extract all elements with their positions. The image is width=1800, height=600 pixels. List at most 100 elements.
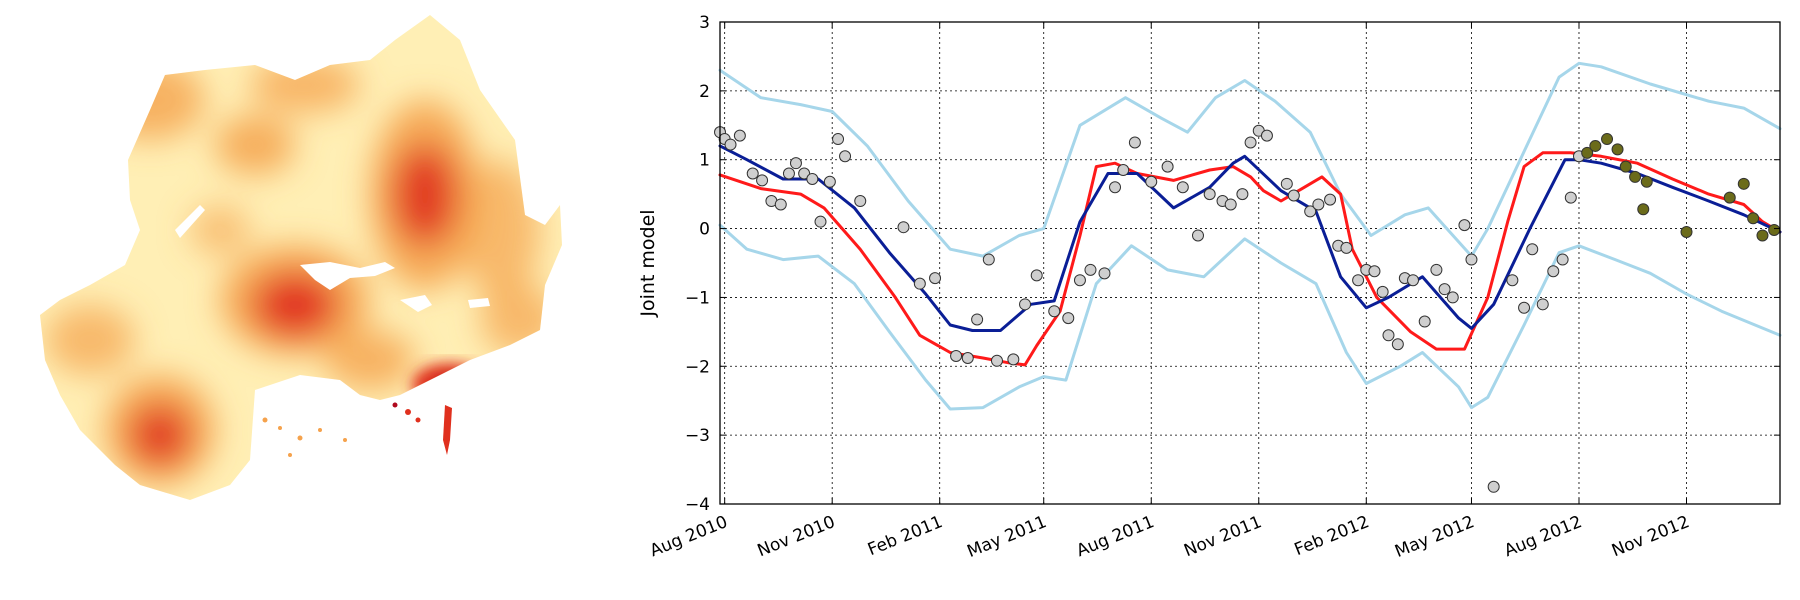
map-hotspot <box>480 285 560 355</box>
observation-point <box>1564 191 1577 204</box>
map-hotspot <box>215 115 295 175</box>
observation-point <box>806 172 819 185</box>
observation-point <box>1236 188 1249 201</box>
new-observations <box>1581 133 1781 242</box>
observation-point <box>789 157 802 170</box>
y-tick-label: −3 <box>685 426 710 446</box>
observation-point <box>1547 265 1560 278</box>
x-tick-label: Aug 2011 <box>1074 512 1157 561</box>
x-tick-label: Aug 2010 <box>647 512 730 561</box>
observation-point <box>1176 181 1189 194</box>
observation-point <box>1382 329 1395 342</box>
observation-point <box>990 354 1003 367</box>
observation-point <box>1446 291 1459 304</box>
x-tick-label: Nov 2011 <box>1181 512 1264 561</box>
new-observation-point <box>1619 160 1632 173</box>
y-tick-label: 3 <box>699 13 710 33</box>
new-observation-point <box>1747 212 1760 225</box>
observation-point <box>1019 298 1032 311</box>
observation-point <box>1109 181 1122 194</box>
model-lines <box>718 144 1782 367</box>
observation-point <box>1203 188 1216 201</box>
y-axis: 3 2 1 0 −1 −2 −3 −4 <box>685 13 1780 515</box>
observation-point <box>1128 136 1141 149</box>
map-hotspot <box>190 205 250 255</box>
observation-point <box>1391 338 1404 351</box>
map-hotspot <box>393 145 457 245</box>
new-observation-point <box>1768 223 1781 236</box>
observation-point <box>1340 241 1353 254</box>
observation-point <box>1145 175 1158 188</box>
plot-frame <box>719 21 1781 505</box>
observation-point <box>733 129 746 142</box>
map-lake <box>255 385 305 402</box>
observation-point <box>1304 205 1317 218</box>
observation-point <box>1084 263 1097 276</box>
credible-band <box>718 61 1782 411</box>
map-hotspot <box>253 273 337 337</box>
observation-point <box>1526 243 1539 256</box>
observation-point <box>1458 219 1471 232</box>
new-observation-point <box>1601 133 1614 146</box>
y-tick-label: −4 <box>685 495 710 515</box>
new-observation-point <box>1640 175 1653 188</box>
y-tick-label: 1 <box>699 151 710 171</box>
observation-point <box>1430 263 1443 276</box>
new-observation-point <box>1629 170 1642 183</box>
x-tick-label: May 2012 <box>1392 512 1477 562</box>
y-tick-label: −2 <box>685 357 710 377</box>
map-islands <box>262 402 452 457</box>
new-observation-point <box>1680 226 1693 239</box>
observation-point <box>1418 315 1431 328</box>
new-observation-point <box>1737 177 1750 190</box>
observation-point <box>1073 274 1086 287</box>
map-lake <box>400 295 432 312</box>
map-hotspot <box>412 363 488 407</box>
observation-point <box>950 349 963 362</box>
observation-point <box>823 175 836 188</box>
observation-point <box>854 195 867 208</box>
observation-point <box>1161 160 1174 173</box>
observation-point <box>1506 274 1519 287</box>
observation-point <box>1007 353 1020 366</box>
map-lake <box>468 298 490 308</box>
observation-point <box>1062 312 1075 325</box>
observation-point <box>1287 189 1300 202</box>
observation-point <box>1465 253 1478 266</box>
observation-point <box>1260 129 1273 142</box>
observation-point <box>929 272 942 285</box>
x-axis: Aug 2010 Nov 2010 Feb 2011 May 2011 Aug 2011… <box>647 22 1692 562</box>
observation-point <box>1376 285 1389 298</box>
observation-point <box>774 198 787 211</box>
y-axis-label: Joint model <box>637 209 659 317</box>
observation-point <box>798 167 811 180</box>
map-hotspot <box>130 405 190 465</box>
x-tick-label: Feb 2012 <box>1292 512 1373 560</box>
observation-point <box>839 150 852 163</box>
observation-point <box>913 277 926 290</box>
observation-point <box>1518 301 1531 314</box>
observation-point <box>1324 193 1337 206</box>
observation-point <box>1030 269 1043 282</box>
map-hotspot <box>325 330 415 390</box>
observation-point <box>746 167 759 180</box>
x-tick-label: Feb 2011 <box>865 512 946 560</box>
observation-point <box>832 133 845 146</box>
observation-point <box>1352 274 1365 287</box>
new-observation-point <box>1637 203 1650 216</box>
observation-point <box>814 215 827 228</box>
observation-point <box>1280 177 1293 190</box>
observation-point <box>1191 229 1204 242</box>
x-tick-label: Nov 2012 <box>1609 512 1692 561</box>
observation-point <box>982 253 995 266</box>
observation-point <box>961 352 974 365</box>
new-observation-point <box>1589 139 1602 152</box>
observation-point <box>782 167 795 180</box>
observation-point <box>756 174 769 187</box>
observation-point <box>1312 198 1325 211</box>
y-tick-label: 2 <box>699 82 710 102</box>
new-observation-point <box>1723 191 1736 204</box>
observation-point <box>1117 164 1130 177</box>
red-line <box>718 151 1782 367</box>
